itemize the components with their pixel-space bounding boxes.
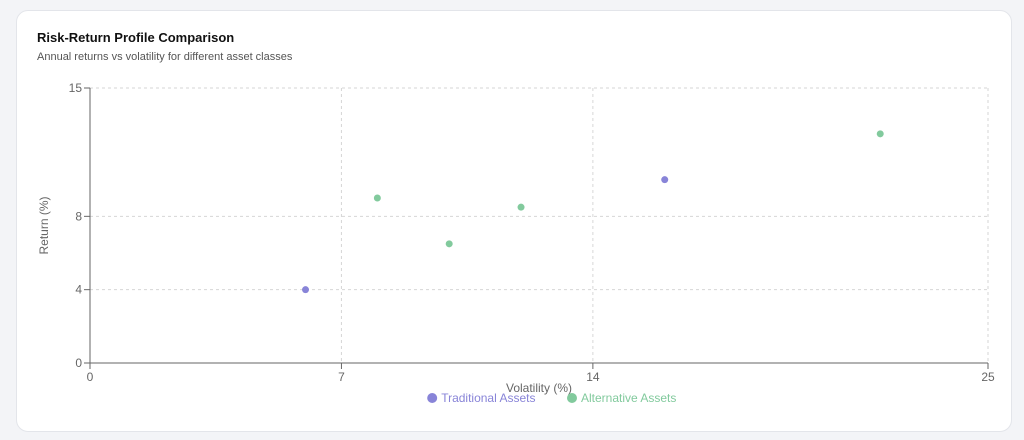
data-points xyxy=(302,130,884,294)
x-tick-label: 25 xyxy=(981,370,995,384)
grid-lines xyxy=(90,87,989,363)
data-point[interactable] xyxy=(517,203,525,211)
legend-item[interactable]: Traditional Assets xyxy=(427,391,535,405)
legend-marker-icon xyxy=(567,393,577,403)
chart-card: Risk-Return Profile Comparison Annual re… xyxy=(16,10,1012,432)
legend-label: Alternative Assets xyxy=(581,391,676,405)
legend: Traditional Assets Alternative Assets xyxy=(427,391,676,405)
data-point[interactable] xyxy=(373,194,381,202)
data-point[interactable] xyxy=(661,176,669,184)
x-tick-label: 0 xyxy=(87,370,94,384)
legend-item[interactable]: Alternative Assets xyxy=(567,391,676,405)
y-tick-label: 4 xyxy=(75,283,82,297)
data-point[interactable] xyxy=(876,130,884,138)
tick-labels: 0 7 14 25 0 4 8 15 xyxy=(69,81,995,384)
legend-marker-icon xyxy=(427,393,438,403)
chart-title: Risk-Return Profile Comparison xyxy=(37,30,235,45)
data-point[interactable] xyxy=(445,240,453,248)
x-axis-label: Volatility (%) xyxy=(506,381,572,395)
axes xyxy=(84,87,989,369)
y-tick-label: 0 xyxy=(75,356,82,370)
chart-subtitle: Annual returns vs volatility for differe… xyxy=(37,51,293,63)
data-point[interactable] xyxy=(302,286,310,294)
y-tick-label: 8 xyxy=(75,209,82,223)
x-tick-label: 14 xyxy=(586,370,600,384)
y-tick-label: 15 xyxy=(69,81,83,95)
y-axis-label: Return (%) xyxy=(37,196,51,254)
x-tick-label: 7 xyxy=(338,370,345,384)
legend-label: Traditional Assets xyxy=(441,391,535,405)
